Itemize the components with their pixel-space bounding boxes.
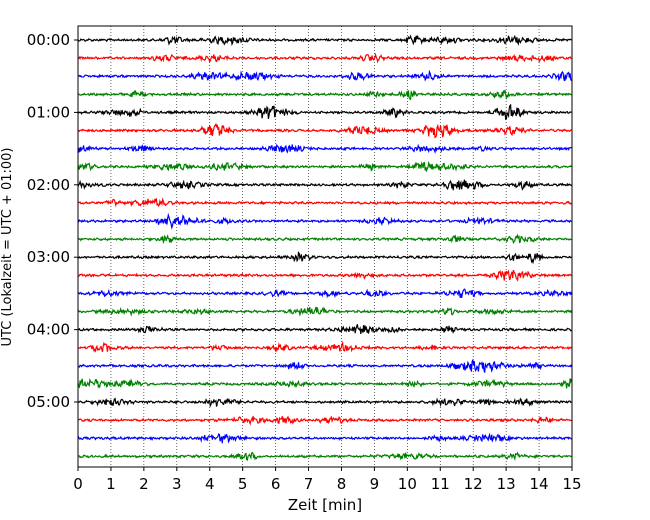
x-tick-label: 0 (73, 475, 83, 493)
trace-line (77, 103, 572, 121)
x-tick-label: 6 (271, 475, 281, 493)
trace-line (77, 324, 572, 335)
trace-line (77, 179, 572, 191)
trace-line (77, 143, 572, 155)
y-tick-label: 04:00 (27, 321, 70, 339)
trace-line (77, 34, 572, 47)
trace-line (77, 212, 572, 230)
trace-line (77, 306, 573, 317)
trace-line (77, 52, 572, 64)
trace-line (77, 89, 572, 101)
trace-line (77, 197, 572, 208)
x-tick-label: 13 (497, 475, 516, 493)
trace-line (77, 415, 572, 426)
trace-line (77, 269, 572, 282)
x-tick-label: 7 (304, 475, 314, 493)
trace-line (77, 122, 572, 139)
y-axis-ticks: 00:00 01:00 02:00 03:00 04:00 05:00 (27, 31, 78, 411)
trace-line (77, 160, 572, 173)
x-tick-label: 12 (464, 475, 483, 493)
trace-line (77, 69, 573, 82)
plot-frame (77, 25, 573, 468)
x-tick-label: 3 (172, 475, 182, 493)
x-tick-label: 14 (530, 475, 549, 493)
x-tick-label: 2 (139, 475, 149, 493)
y-tick-label: 01:00 (27, 103, 70, 121)
y-tick-label: 03:00 (27, 248, 70, 266)
trace-line (77, 432, 572, 444)
x-tick-label: 11 (431, 475, 450, 493)
x-tick-label: 15 (562, 475, 581, 493)
trace-line (77, 288, 573, 299)
seismic-traces (77, 34, 573, 461)
trace-line (77, 377, 573, 389)
y-tick-label: 05:00 (27, 393, 70, 411)
x-tick-label: 1 (106, 475, 116, 493)
trace-line (77, 359, 573, 373)
x-axis-ticks: 0 1 2 3 4 5 6 7 8 9 10 11 12 13 14 15 (73, 467, 582, 493)
y-axis-label: UTC (Lokalzeit = UTC + 01:00) (0, 148, 15, 347)
trace-line (77, 251, 572, 265)
y-tick-label: 00:00 (27, 31, 70, 49)
trace-line (77, 397, 572, 408)
trace-line (77, 451, 572, 461)
x-tick-label: 9 (370, 475, 380, 493)
trace-line (77, 233, 572, 245)
x-tick-label: 8 (337, 475, 347, 493)
trace-line (77, 340, 572, 353)
x-axis-label: Zeit [min] (288, 496, 362, 514)
y-tick-label: 02:00 (27, 176, 70, 194)
x-tick-label: 5 (238, 475, 248, 493)
x-tick-label: 10 (398, 475, 417, 493)
x-tick-label: 4 (205, 475, 215, 493)
